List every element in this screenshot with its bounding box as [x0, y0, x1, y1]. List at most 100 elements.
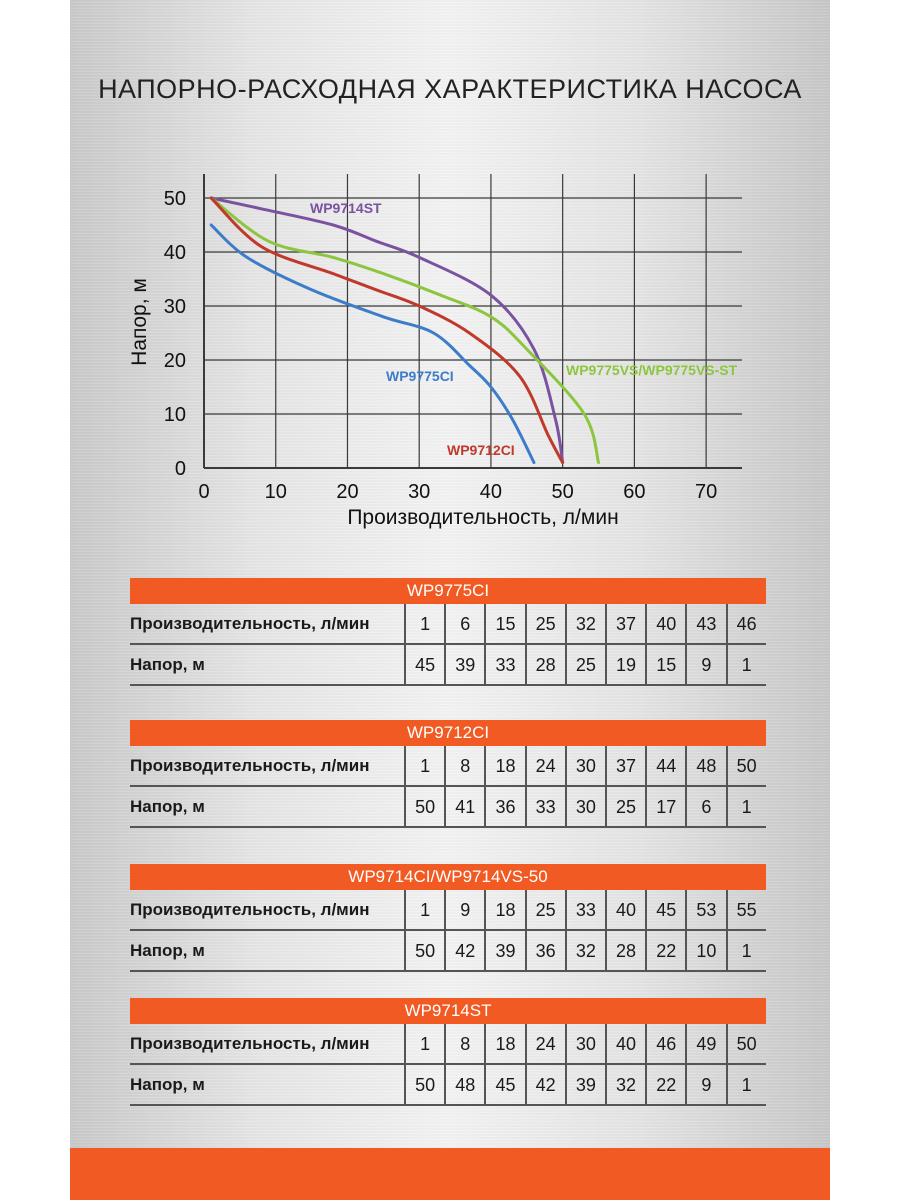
table-title: WP9712CI	[130, 720, 766, 746]
x-tick-label: 10	[265, 481, 287, 503]
flow-row: Производительность, л/мин 1 8 18 24 30 3…	[130, 746, 766, 787]
table-cell: 39	[484, 931, 524, 970]
grid	[203, 174, 742, 469]
table-cell: 19	[604, 645, 645, 684]
table-cell: 45	[404, 645, 444, 684]
table-cell: 6	[685, 787, 725, 826]
table-cell: 24	[524, 746, 565, 785]
head-row: Напор, м 45 39 33 28 25 19 15 9 1	[130, 645, 766, 686]
row-label: Напор, м	[130, 941, 205, 960]
row-label: Производительность, л/мин	[130, 614, 370, 633]
table-cell: 40	[645, 604, 685, 643]
y-tick-label: 20	[164, 350, 186, 372]
table-cell: 15	[484, 604, 524, 643]
table-cell: 53	[685, 890, 725, 929]
table-cell: 18	[484, 890, 524, 929]
table-title: WP9775CI	[130, 578, 766, 604]
y-tick-label: 50	[164, 188, 186, 210]
table-cell: 43	[685, 604, 725, 643]
table-cell: 1	[725, 1065, 766, 1104]
table-cell: 37	[604, 746, 645, 785]
table-cell: 55	[725, 890, 766, 929]
table-cell: 40	[604, 890, 645, 929]
row-label: Производительность, л/мин	[130, 900, 370, 919]
x-tick-label: 20	[336, 481, 358, 503]
row-label: Производительность, л/мин	[130, 1034, 370, 1053]
table-cell: 1	[404, 746, 444, 785]
row-label: Напор, м	[130, 797, 205, 816]
table-cell: 36	[524, 931, 565, 970]
table-cell: 46	[725, 604, 766, 643]
row-label: Напор, м	[130, 1075, 205, 1094]
table-cell: 25	[564, 645, 605, 684]
table-cell: 25	[524, 890, 565, 929]
table-cell: 33	[564, 890, 605, 929]
table-cell: 48	[444, 1065, 484, 1104]
table-cell: 1	[725, 787, 766, 826]
table-cell: 42	[444, 931, 484, 970]
table-cell: 15	[645, 645, 685, 684]
table-cell: 1	[404, 604, 444, 643]
table-cell: 39	[444, 645, 484, 684]
table-cell: 45	[484, 1065, 524, 1104]
series-label: WP9712CI	[447, 442, 515, 458]
tick-labels: 0 10 20 30 40 50 0 10 20 30 40 50 60 70	[164, 188, 718, 503]
series-label: WP9714ST	[310, 200, 382, 216]
series-line	[209, 223, 536, 465]
x-tick-label: 50	[552, 481, 574, 503]
table-cell: 50	[404, 931, 444, 970]
y-tick-label: 40	[164, 242, 186, 264]
table-cell: 30	[564, 1024, 605, 1063]
table-cell: 6	[444, 604, 484, 643]
table-cell: 28	[604, 931, 645, 970]
table-cell: 40	[604, 1024, 645, 1063]
table-wp9714ci-wp9714vs-50: WP9714CI/WP9714VS-50 Производительность,…	[130, 864, 766, 972]
y-tick-label: 10	[164, 404, 186, 426]
table-cell: 22	[645, 1065, 685, 1104]
table-cell: 9	[685, 645, 725, 684]
y-tick-label: 30	[164, 296, 186, 318]
row-label: Напор, м	[130, 655, 205, 674]
table-cell: 50	[725, 746, 766, 785]
table-cell: 8	[444, 1024, 484, 1063]
table-cell: 28	[524, 645, 565, 684]
table-cell: 32	[564, 604, 605, 643]
table-cell: 42	[524, 1065, 565, 1104]
series-label: WP9775CI	[386, 368, 454, 384]
table-cell: 22	[645, 931, 685, 970]
table-cell: 50	[725, 1024, 766, 1063]
series-line	[209, 196, 565, 465]
table-cell: 39	[564, 1065, 605, 1104]
table-cell: 37	[604, 604, 645, 643]
table-cell: 9	[444, 890, 484, 929]
head-row: Напор, м 50 42 39 36 32 28 22 10 1	[130, 931, 766, 972]
table-cell: 25	[524, 604, 565, 643]
series-label: WP9775VS/WP9775VS-ST	[566, 362, 738, 378]
table-cell: 25	[604, 787, 645, 826]
table-cell: 48	[685, 746, 725, 785]
series-line	[209, 196, 601, 465]
page-title: НАПОРНО-РАСХОДНАЯ ХАРАКТЕРИСТИКА НАСОСА	[98, 74, 802, 104]
table-cell: 33	[524, 787, 565, 826]
table-cell: 50	[404, 787, 444, 826]
x-tick-label: 70	[695, 481, 717, 503]
series-labels: WP9714ST WP9775VS/WP9775VS-ST WP9712CI WP97…	[310, 200, 738, 458]
row-label: Производительность, л/мин	[130, 756, 370, 775]
table-cell: 36	[484, 787, 524, 826]
table-wp9714st: WP9714ST Производительность, л/мин 1 8 1…	[130, 998, 766, 1106]
table-cell: 24	[524, 1024, 565, 1063]
table-cell: 9	[685, 1065, 725, 1104]
flow-row: Производительность, л/мин 1 6 15 25 32 3…	[130, 604, 766, 645]
pump-curve-chart: 0 10 20 30 40 50 0 10 20 30 40 50 60 70 WP9714ST WP977…	[128, 174, 742, 529]
table-title: WP9714CI/WP9714VS-50	[130, 864, 766, 890]
table-cell: 46	[645, 1024, 685, 1063]
table-cell: 32	[564, 931, 605, 970]
table-cell: 33	[484, 645, 524, 684]
table-cell: 1	[725, 931, 766, 970]
x-axis-title: Производительность, л/мин	[347, 506, 618, 529]
table-cell: 50	[404, 1065, 444, 1104]
table-cell: 30	[564, 746, 605, 785]
table-cell: 1	[725, 645, 766, 684]
x-tick-label: 60	[623, 481, 645, 503]
table-cell: 45	[645, 890, 685, 929]
